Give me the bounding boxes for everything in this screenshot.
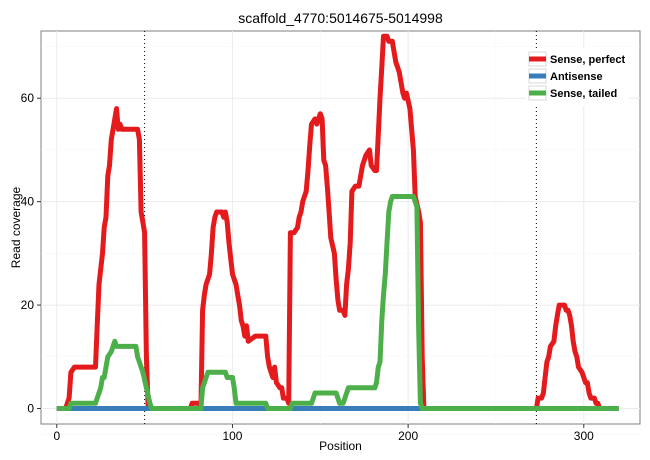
y-tick-label: 60 xyxy=(21,91,35,105)
y-axis-ticks: 0 20 40 60 xyxy=(21,91,41,415)
legend-label: Sense, perfect xyxy=(550,54,626,66)
y-tick-label: 0 xyxy=(27,401,34,415)
series-line xyxy=(56,194,619,411)
y-tick-label: 20 xyxy=(21,298,35,312)
chart-title: scaffold_4770:5014675-5014998 xyxy=(238,10,443,26)
y-axis-title: Read coverage xyxy=(9,186,23,268)
x-tick-label: 0 xyxy=(53,429,60,443)
legend-label: Antisense xyxy=(550,71,603,83)
x-axis-ticks: 0 100 200 300 xyxy=(53,424,594,443)
legend-label: Sense, tailed xyxy=(550,88,617,100)
y-tick-label: 40 xyxy=(21,195,35,209)
legend: Sense, perfect Antisense Sense, tailed xyxy=(526,48,628,106)
series-lines xyxy=(56,33,619,411)
x-axis-title: Position xyxy=(319,439,362,453)
x-tick-label: 100 xyxy=(222,429,242,443)
x-tick-label: 200 xyxy=(398,429,418,443)
x-tick-label: 300 xyxy=(574,429,594,443)
